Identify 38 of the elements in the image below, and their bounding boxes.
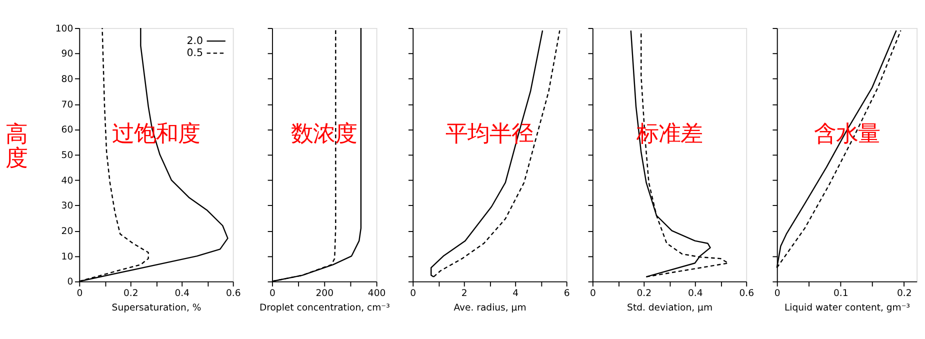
x-axis-title: Droplet concentration, cm⁻³ <box>259 302 390 314</box>
y-tick-label: 60 <box>61 124 74 136</box>
y-tick-label: 100 <box>55 23 74 34</box>
y-tick-label: 90 <box>61 48 74 60</box>
x-axis-title: Supersaturation, % <box>112 302 202 314</box>
y-tick-label: 80 <box>61 74 74 85</box>
x-tick-label: 2 <box>461 288 468 299</box>
x-tick-label: 0.6 <box>739 288 754 299</box>
x-axis-title: Ave. radius, μm <box>454 302 526 314</box>
y-tick-label: 10 <box>61 251 74 262</box>
x-tick-label: 0.2 <box>636 288 652 299</box>
y-tick-label: 0 <box>67 276 74 288</box>
x-axis-title: Std. deviation, μm <box>627 302 712 314</box>
x-tick-label: 0.2 <box>123 288 138 299</box>
annotation: 数浓度 <box>291 120 358 147</box>
y-tick-label: 50 <box>61 150 74 161</box>
x-tick-label: 0.6 <box>226 288 241 299</box>
x-tick-label: 4 <box>512 288 519 299</box>
x-tick-label: 0 <box>270 288 276 299</box>
x-tick-label: 200 <box>316 288 334 299</box>
x-tick-label: 0.4 <box>688 288 703 299</box>
x-tick-label: 400 <box>368 288 386 299</box>
y-tick-label: 30 <box>61 200 74 212</box>
x-tick-label: 0.2 <box>896 288 912 299</box>
x-tick-label: 0 <box>410 288 416 299</box>
y-axis-title: 高度 <box>5 121 28 172</box>
x-tick-label: 0 <box>590 288 596 299</box>
x-tick-label: 0 <box>774 288 780 299</box>
x-tick-label: 0 <box>76 288 83 299</box>
x-tick-label: 0.1 <box>833 288 848 299</box>
legend-label: 2.0 <box>186 34 204 47</box>
y-tick-label: 70 <box>61 99 74 110</box>
x-tick-label: 0.4 <box>174 288 190 299</box>
y-tick-label: 40 <box>61 175 74 186</box>
x-axis-title: Liquid water content, gm⁻³ <box>784 302 910 314</box>
legend-label: 0.5 <box>186 46 204 59</box>
y-tick-label: 20 <box>61 226 74 237</box>
x-tick-label: 6 <box>564 288 570 299</box>
